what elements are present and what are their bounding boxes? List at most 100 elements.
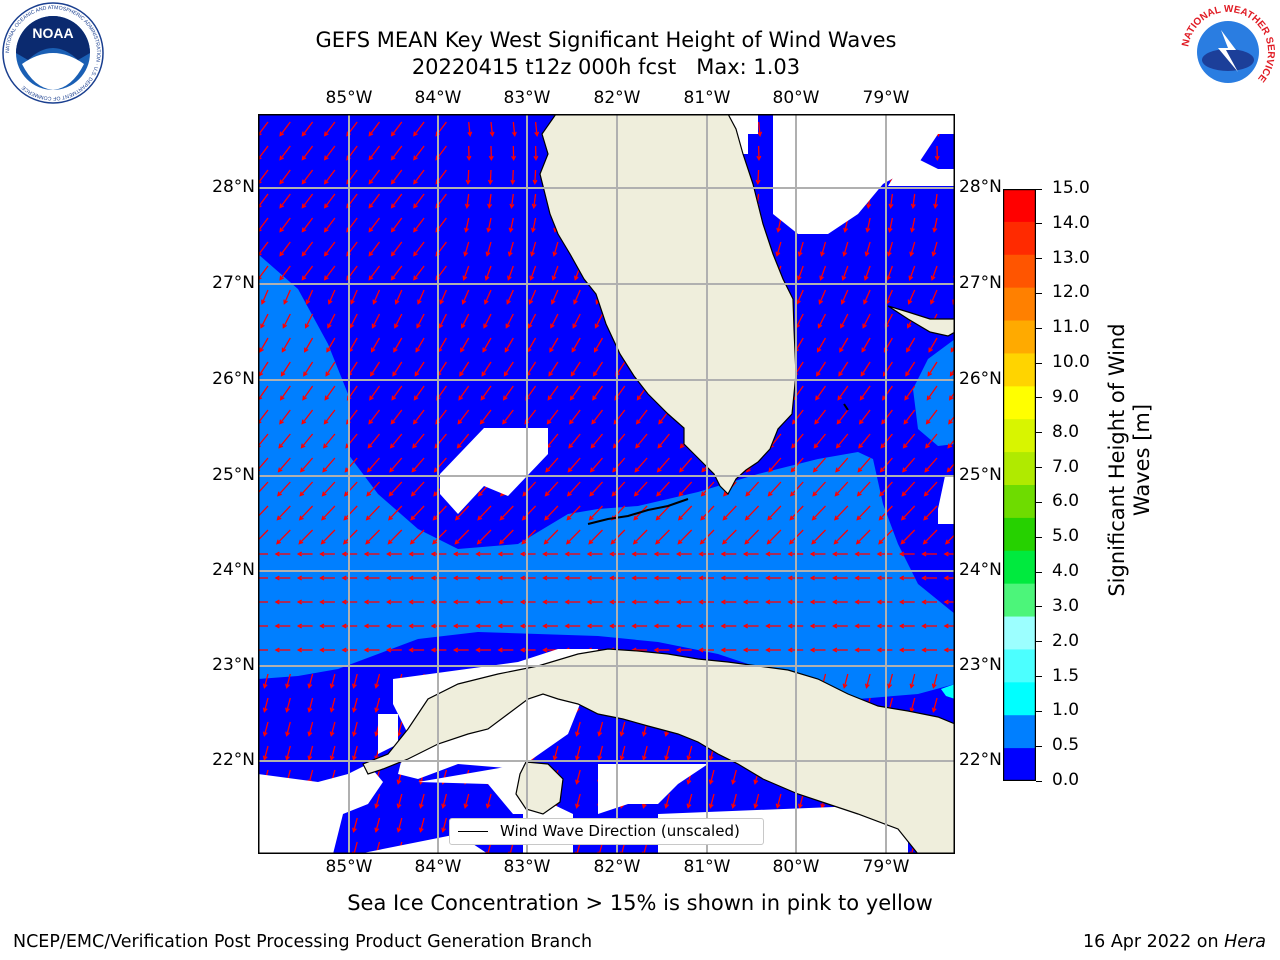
wave-arrow [452,599,469,605]
wave-arrow [307,745,314,761]
wave-arrow [548,361,559,377]
colorbar-tick-label: 2.0 [1052,630,1080,651]
wave-arrow [586,623,603,629]
wave-arrow [790,457,804,473]
wave-arrow [504,337,514,353]
colorbar-tick-mark [1036,432,1042,434]
wave-arrow [903,409,916,425]
wave-arrow [503,361,514,377]
x-tick-top: 83°W [503,88,551,108]
wave-arrow [768,457,782,473]
wave-arrow [510,169,516,185]
wave-arrow [304,337,314,353]
wave-arrow [904,385,916,401]
wave-arrow [906,337,916,353]
wave-arrow [566,505,581,521]
wave-arrow [619,721,626,737]
wave-arrow [418,793,425,809]
wave-arrow [565,529,581,545]
wave-arrow [521,529,537,545]
wave-arrow [307,673,314,689]
wave-arrow [593,361,604,377]
wave-arrow [274,575,291,581]
wave-arrow [708,793,715,809]
wave-arrow [564,623,581,629]
wave-arrow [631,623,648,629]
x-tick-top: 81°W [683,88,731,108]
wave-arrow [342,529,358,545]
wave-arrow [396,793,403,809]
wave-arrow [412,433,425,449]
wave-arrow [363,599,380,605]
wave-arrow [677,505,693,521]
nws-logo: NATIONAL WEATHER SERVICE [1178,2,1278,102]
wave-arrow [756,145,762,161]
wave-arrow [508,217,514,233]
wave-arrow [817,313,827,329]
wave-arrow [840,313,849,329]
wave-arrow [664,793,671,809]
wave-arrow [809,551,826,557]
wave-arrow [522,481,537,497]
wave-arrow [542,599,558,605]
wave-arrow [835,433,849,449]
wave-arrow [438,313,447,329]
wave-arrow [396,817,403,833]
wave-arrow [487,169,493,185]
noaa-logo: NOAA NATIONAL OCEANIC AND ATMOSPHERIC AD… [2,2,104,104]
wave-arrow [591,409,604,425]
wave-arrow [329,673,336,689]
wave-arrow [910,217,916,233]
wave-arrow [301,241,314,257]
wave-arrow [898,575,915,581]
wave-arrow [864,241,871,257]
wave-arrow [909,673,916,689]
wave-arrow [279,265,291,281]
wave-arrow [506,289,514,305]
wave-arrow [497,623,514,629]
wave-arrow [832,575,848,581]
colorbar-segment [1003,189,1036,223]
wave-arrow [413,121,425,137]
wave-arrow [454,505,470,521]
wave-arrow [930,289,938,305]
wave-arrow [301,193,314,209]
wave-arrow [463,241,470,257]
wave-arrow [838,361,849,377]
wave-arrow [452,575,469,581]
wave-arrow [365,505,380,521]
wave-arrow [720,647,737,653]
wave-arrow [484,265,492,281]
wave-arrow [809,575,826,581]
wave-arrow [549,337,559,353]
wave-arrow [902,457,916,473]
wave-arrow [946,461,955,473]
wave-arrow [888,193,894,209]
wave-arrow [818,289,827,305]
wave-arrow [898,551,915,557]
wave-arrow [564,599,581,605]
wave-arrow [327,289,336,305]
wave-arrow [943,599,955,605]
colorbar-tick-label: 0.0 [1052,770,1080,790]
wave-arrow [370,337,381,353]
wave-arrow [908,265,916,281]
colorbar-label-line2: Waves [m] [1130,403,1154,517]
wave-arrow [655,529,670,545]
wave-arrow [527,313,537,329]
wave-arrow [301,217,314,233]
wave-arrow [819,265,827,281]
map-frame [258,114,955,854]
wave-arrow [909,241,916,257]
wave-arrow [258,625,268,627]
wave-arrow [374,673,381,689]
wave-arrow [414,361,425,377]
wave-arrow [519,575,536,581]
footer-host: Hera [1224,932,1266,952]
wave-arrow [475,647,491,653]
wave-arrow [664,745,671,761]
wave-arrow [329,745,336,761]
wave-arrow [484,289,492,305]
wave-arrow [460,337,470,353]
wave-arrow [901,481,916,497]
